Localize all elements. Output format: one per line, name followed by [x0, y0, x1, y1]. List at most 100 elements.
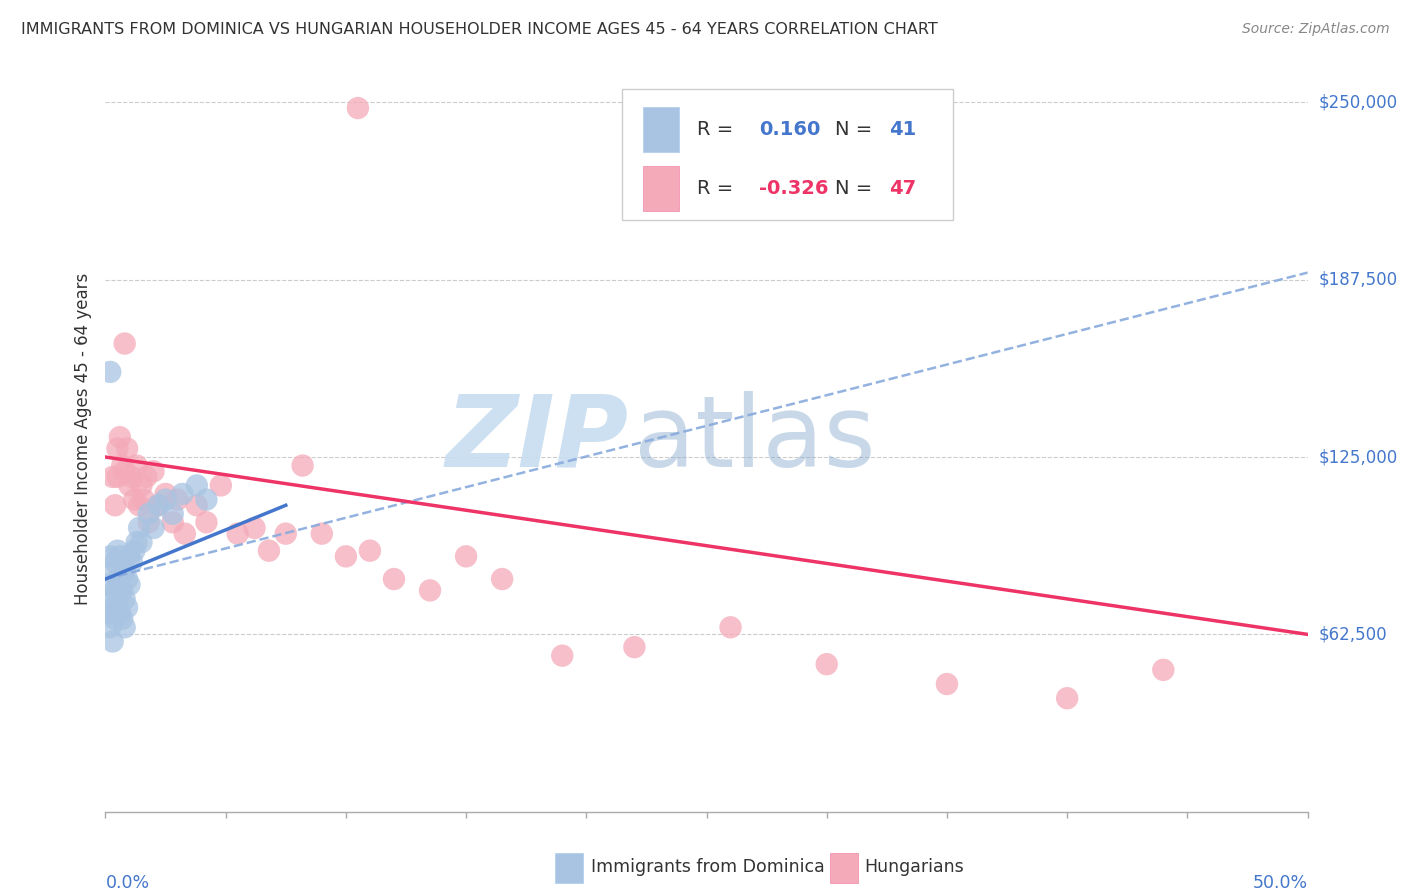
Point: [124, 543, 146, 558]
Point: [623, 640, 645, 655]
Point: [131, 478, 153, 492]
Text: $62,500: $62,500: [1319, 625, 1388, 643]
Point: [135, 470, 157, 484]
Text: Immigrants from Dominica: Immigrants from Dominica: [591, 858, 824, 876]
Point: [114, 591, 136, 606]
Point: [98, 549, 121, 564]
Point: [454, 549, 477, 564]
Point: [98, 365, 121, 379]
Text: 47: 47: [889, 179, 917, 198]
Point: [101, 470, 124, 484]
Point: [97, 578, 120, 592]
Point: [118, 578, 141, 592]
Point: [311, 526, 333, 541]
Point: [186, 478, 208, 492]
FancyBboxPatch shape: [643, 167, 679, 211]
Text: atlas: atlas: [634, 391, 876, 488]
Point: [115, 600, 138, 615]
Text: R =: R =: [697, 179, 740, 198]
Point: [104, 612, 127, 626]
Point: [142, 464, 165, 478]
Point: [125, 458, 148, 473]
Text: $125,000: $125,000: [1319, 448, 1398, 466]
Text: $187,500: $187,500: [1319, 270, 1398, 289]
Point: [101, 600, 124, 615]
Point: [98, 620, 121, 634]
Point: [114, 464, 136, 478]
Point: [382, 572, 405, 586]
Point: [108, 578, 131, 592]
Point: [118, 549, 141, 564]
Point: [226, 526, 249, 541]
Point: [107, 572, 129, 586]
Point: [173, 526, 195, 541]
Point: [114, 620, 136, 634]
Point: [114, 564, 136, 578]
Point: [128, 498, 150, 512]
Point: [131, 535, 153, 549]
Point: [125, 535, 148, 549]
Point: [101, 564, 124, 578]
Point: [162, 516, 184, 530]
Text: $250,000: $250,000: [1319, 94, 1398, 112]
Point: [121, 470, 143, 484]
Point: [124, 492, 146, 507]
Point: [551, 648, 574, 663]
Point: [1152, 663, 1174, 677]
Point: [148, 498, 170, 512]
Text: 0.160: 0.160: [759, 120, 821, 139]
Point: [335, 549, 357, 564]
Point: [720, 620, 742, 634]
Point: [257, 543, 280, 558]
Point: [115, 442, 138, 456]
Point: [104, 555, 127, 569]
Text: 0.0%: 0.0%: [105, 874, 149, 892]
Point: [274, 526, 297, 541]
Point: [419, 583, 441, 598]
Text: -0.326: -0.326: [759, 179, 830, 198]
Text: N =: N =: [835, 120, 879, 139]
Point: [132, 492, 155, 507]
Point: [108, 549, 131, 564]
Point: [936, 677, 959, 691]
Point: [107, 470, 129, 484]
Point: [118, 478, 141, 492]
Point: [107, 543, 129, 558]
Point: [111, 458, 134, 473]
Point: [107, 442, 129, 456]
Point: [491, 572, 513, 586]
Point: [148, 498, 170, 512]
Point: [209, 478, 232, 492]
Point: [138, 507, 160, 521]
FancyBboxPatch shape: [623, 89, 953, 219]
Point: [1056, 691, 1078, 706]
Text: N =: N =: [835, 179, 879, 198]
Point: [121, 555, 143, 569]
Point: [128, 521, 150, 535]
Y-axis label: Householder Income Ages 45 - 64 years: Householder Income Ages 45 - 64 years: [73, 273, 91, 606]
Point: [101, 634, 124, 648]
Point: [359, 543, 381, 558]
Point: [186, 498, 208, 512]
Point: [155, 487, 177, 501]
Text: 41: 41: [889, 120, 917, 139]
Text: IMMIGRANTS FROM DOMINICA VS HUNGARIAN HOUSEHOLDER INCOME AGES 45 - 64 YEARS CORR: IMMIGRANTS FROM DOMINICA VS HUNGARIAN HO…: [21, 22, 938, 37]
Point: [166, 492, 188, 507]
FancyBboxPatch shape: [643, 108, 679, 153]
Point: [104, 498, 127, 512]
Point: [108, 606, 131, 620]
Point: [815, 657, 838, 672]
Point: [111, 612, 134, 626]
Point: [98, 591, 121, 606]
Point: [97, 606, 120, 620]
Point: [111, 555, 134, 569]
Point: [243, 521, 266, 535]
Text: Hungarians: Hungarians: [865, 858, 965, 876]
Text: ZIP: ZIP: [446, 391, 628, 488]
Point: [195, 516, 218, 530]
Point: [111, 583, 134, 598]
Text: Source: ZipAtlas.com: Source: ZipAtlas.com: [1241, 22, 1389, 37]
Point: [142, 521, 165, 535]
Point: [195, 492, 218, 507]
Text: R =: R =: [697, 120, 740, 139]
